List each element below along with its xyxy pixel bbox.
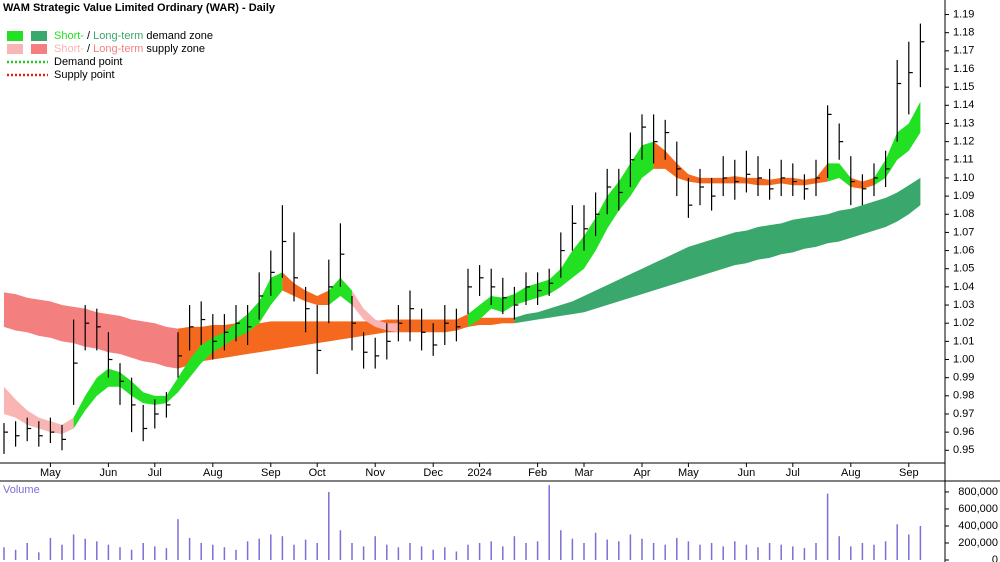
chart-title: WAM Strategic Value Limited Ordinary (WA… bbox=[3, 2, 276, 14]
legend-part: Long-term bbox=[93, 30, 143, 42]
x-tick-label: Mar bbox=[575, 467, 594, 479]
legend-part: supply zone bbox=[143, 43, 205, 55]
x-tick-label: Jul bbox=[148, 467, 162, 479]
x-tick-label: Jul bbox=[786, 467, 800, 479]
x-tick-label: Nov bbox=[365, 467, 385, 479]
y-tick-label: 1.10 bbox=[953, 172, 974, 184]
y-tick-label: 1.17 bbox=[953, 45, 974, 57]
legend-part: Supply point bbox=[54, 69, 115, 81]
x-tick-label: Oct bbox=[309, 467, 326, 479]
y-tick-label: 1.12 bbox=[953, 136, 974, 148]
x-tick-label: May bbox=[40, 467, 61, 479]
y-tick-label: 1.04 bbox=[953, 281, 974, 293]
y-tick-label: 1.07 bbox=[953, 226, 974, 238]
legend-part: Long-term bbox=[93, 43, 143, 55]
legend-part: / bbox=[84, 43, 93, 55]
legend-text: Short- / Long-term supply zone bbox=[54, 43, 205, 55]
legend-swatch bbox=[31, 31, 47, 41]
legend-part: / bbox=[84, 30, 93, 42]
y-tick-label: 1.18 bbox=[953, 27, 974, 39]
x-tick-label: Dec bbox=[423, 467, 443, 479]
y-tick-label: 0.96 bbox=[953, 426, 974, 438]
legend-swatch bbox=[31, 44, 47, 54]
legend-part: Demand point bbox=[54, 56, 123, 68]
y-tick-label: 1.13 bbox=[953, 117, 974, 129]
zone-band bbox=[4, 290, 399, 434]
y-tick-label: 1.00 bbox=[953, 353, 974, 365]
y-tick-label: 0.99 bbox=[953, 372, 974, 384]
zone-band bbox=[514, 177, 921, 324]
x-tick-label: Jun bbox=[738, 467, 756, 479]
x-tick-label: Sep bbox=[261, 467, 281, 479]
y-tick-label: 0.97 bbox=[953, 408, 974, 420]
x-tick-label: Aug bbox=[841, 467, 861, 479]
y-tick-label: 1.01 bbox=[953, 335, 974, 347]
legend-text: Demand point bbox=[54, 56, 123, 68]
x-tick-label: Aug bbox=[203, 467, 223, 479]
volume-tick-label: 600,000 bbox=[958, 503, 998, 515]
volume-tick-label: 400,000 bbox=[958, 520, 998, 532]
y-tick-label: 1.16 bbox=[953, 63, 974, 75]
y-tick-label: 0.98 bbox=[953, 390, 974, 402]
legend-part: Short- bbox=[54, 43, 84, 55]
legend-swatch bbox=[7, 44, 23, 54]
legend-swatch bbox=[7, 31, 23, 41]
y-tick-label: 1.19 bbox=[953, 8, 974, 20]
zone-band bbox=[4, 292, 178, 369]
x-tick-label: Jun bbox=[100, 467, 118, 479]
x-tick-label: Apr bbox=[633, 467, 650, 479]
zone-band bbox=[73, 101, 921, 429]
legend-text: Short- / Long-term demand zone bbox=[54, 30, 213, 42]
y-tick-label: 1.06 bbox=[953, 244, 974, 256]
x-tick-label: Sep bbox=[899, 467, 919, 479]
y-tick-label: 1.05 bbox=[953, 263, 974, 275]
legend-part: Short- bbox=[54, 30, 84, 42]
y-tick-label: 1.02 bbox=[953, 317, 974, 329]
legend-part: demand zone bbox=[143, 30, 213, 42]
x-tick-label: May bbox=[678, 467, 699, 479]
volume-tick-label: 800,000 bbox=[958, 486, 998, 498]
x-tick-label: 2024 bbox=[467, 467, 491, 479]
y-tick-label: 1.14 bbox=[953, 99, 974, 111]
volume-tick-label: 0 bbox=[992, 554, 998, 562]
volume-tick-label: 200,000 bbox=[958, 537, 998, 549]
y-tick-label: 1.15 bbox=[953, 81, 974, 93]
y-tick-label: 1.03 bbox=[953, 299, 974, 311]
y-tick-label: 1.09 bbox=[953, 190, 974, 202]
zone-band bbox=[178, 317, 515, 369]
y-tick-label: 1.11 bbox=[953, 154, 974, 166]
volume-label: Volume bbox=[3, 484, 40, 496]
x-tick-label: Feb bbox=[528, 467, 547, 479]
y-tick-label: 1.08 bbox=[953, 208, 974, 220]
legend-text: Supply point bbox=[54, 69, 115, 81]
y-tick-label: 0.95 bbox=[953, 444, 974, 456]
